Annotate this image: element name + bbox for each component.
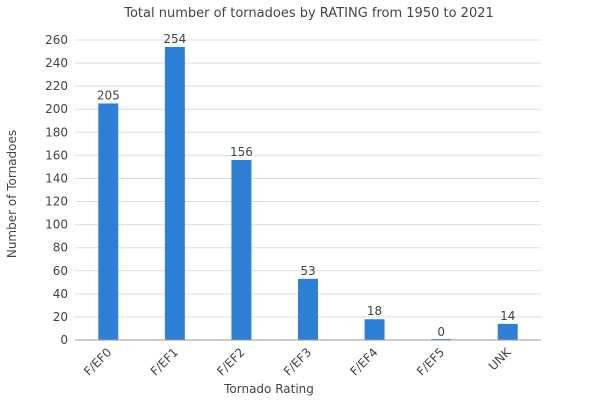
x-axis-title: Tornado Rating [223, 382, 314, 396]
data-label: 205 [97, 88, 120, 102]
x-axis-ticks: F/EF0 F/EF1 F/EF2 F/EF3 F/EF4 F/EF5 UNK [81, 344, 515, 378]
x-tick-label: F/EF3 [281, 345, 314, 378]
data-label: 254 [163, 32, 186, 46]
y-tick-label: 40 [53, 287, 68, 301]
y-tick-label: 140 [45, 171, 68, 185]
y-tick-label: 100 [45, 218, 68, 232]
bar[interactable] [98, 103, 119, 340]
y-tick-label: 180 [45, 125, 68, 139]
data-label: 53 [300, 264, 315, 278]
y-tick-label: 200 [45, 102, 68, 116]
y-tick-label: 0 [60, 333, 68, 347]
y-axis-ticks: 0 20 40 60 80 100 120 140 160 180 200 220 240 260 [45, 33, 68, 347]
x-tick-label: F/EF2 [214, 345, 247, 378]
data-label: 18 [367, 304, 382, 318]
data-label: 0 [437, 325, 445, 339]
bar[interactable] [364, 319, 385, 340]
x-tick-label: F/EF4 [347, 345, 380, 378]
chart-title: Total number of tornadoes by RATING from… [123, 6, 494, 21]
y-tick-label: 260 [45, 33, 68, 47]
y-tick-label: 60 [53, 264, 68, 278]
x-tick-label: F/EF0 [81, 345, 114, 378]
data-label: 14 [500, 309, 515, 323]
y-tick-label: 220 [45, 79, 68, 93]
y-tick-label: 80 [53, 241, 68, 255]
bar[interactable] [231, 160, 252, 340]
gridlines [75, 39, 541, 318]
data-label: 156 [230, 145, 253, 159]
y-tick-label: 160 [45, 148, 68, 162]
y-axis-title: Number of Tornadoes [5, 130, 19, 258]
x-tick-label: F/EF1 [148, 345, 181, 378]
y-tick-label: 20 [53, 310, 68, 324]
bar[interactable] [497, 323, 518, 340]
bar[interactable] [164, 46, 185, 341]
x-tick-label: F/EF5 [414, 345, 447, 378]
bars [98, 46, 518, 341]
bar[interactable] [298, 278, 318, 340]
y-tick-label: 120 [45, 195, 68, 209]
x-tick-label: UNK [486, 344, 515, 373]
y-tick-label: 240 [45, 56, 68, 70]
data-labels: 205 254 156 53 18 0 14 [97, 32, 516, 339]
